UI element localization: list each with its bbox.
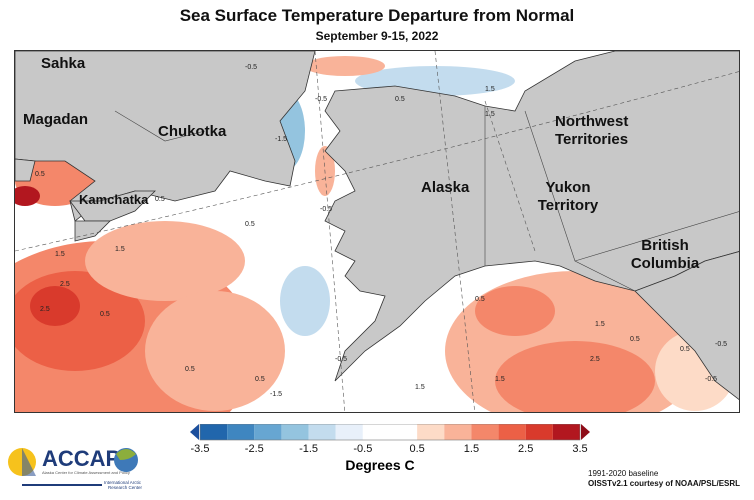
contour-label: 0.5 (630, 336, 640, 343)
chart-title: Sea Surface Temperature Departure from N… (179, 6, 575, 25)
region-label: Sahka (41, 55, 86, 72)
colorbar-bin (444, 424, 472, 440)
colorbar-bin (227, 424, 255, 440)
region-label: Yukon Territory (537, 179, 599, 214)
colorbar-tick-label: 1.5 (463, 443, 480, 455)
colorbar-bin (471, 424, 499, 440)
region-label: Alaska (421, 179, 470, 196)
colorbar-tick-label: 2.5 (518, 443, 534, 455)
chart-subtitle: September 9-15, 2022 (315, 29, 439, 43)
colorbar-bin (335, 424, 363, 440)
colorbar-bin (254, 424, 282, 440)
colorbar-tick-label: -0.5 (353, 443, 373, 455)
contour-label: 0.5 (245, 221, 255, 228)
colorbar-bin (362, 424, 390, 440)
contour-label: -0.5 (335, 356, 347, 363)
colorbar-bin (417, 424, 445, 440)
svg-text:International Arctic: International Arctic (104, 480, 142, 485)
sst-anomaly-map: -0.5 0.5 1.5 -0.5 1.5 0.5 -1.5 0.5 0.5 1.5 2.5 2.5 1… (14, 50, 740, 413)
contour-label: 2.5 (40, 306, 50, 313)
contour-label: 0.5 (100, 311, 110, 318)
contour-label: 1.5 (485, 86, 495, 93)
svg-text:Research Center: Research Center (108, 485, 143, 490)
colorbar-tick-label: 3.5 (572, 443, 588, 455)
contour-label: -1.5 (270, 391, 282, 398)
contour-label: -0.5 (315, 96, 327, 103)
contour-label: 1.5 (115, 246, 125, 253)
contour-label: 1.5 (495, 376, 505, 383)
contour-label: -0.5 (705, 376, 717, 383)
contour-label: -0.5 (245, 64, 257, 71)
colorbar-tick-label: -3.5 (190, 443, 210, 455)
region-label: British Columbia (630, 237, 700, 272)
contour-label: 2.5 (60, 281, 70, 288)
contour-label: -0.5 (715, 341, 727, 348)
contour-label: -0.5 (320, 206, 332, 213)
region-label: Magadan (23, 111, 89, 128)
colorbar-over-arrow (581, 424, 590, 440)
contour-label: 0.5 (680, 346, 690, 353)
contour-label: 0.5 (35, 171, 45, 178)
borders (114, 106, 739, 292)
colorbar-frame (199, 424, 581, 441)
graticule (15, 51, 739, 412)
colorbar-under-arrow (190, 424, 199, 440)
region-label: Kamchatka (79, 192, 149, 207)
colorbar-bin (525, 424, 553, 440)
colorbar-bin (498, 424, 526, 440)
contour-label: -1.5 (275, 136, 287, 143)
credits: 1991-2020 baseline OISSTv2.1 courtesy of… (588, 469, 740, 489)
land (15, 51, 739, 400)
contour-label: 2.5 (590, 356, 600, 363)
baseline-note: 1991-2020 baseline (588, 469, 659, 478)
colorbar (190, 424, 590, 441)
colorbar-bin (552, 424, 580, 440)
colorbar-bin (308, 424, 336, 440)
colorbar-title: Degrees C (345, 457, 415, 473)
colorbar-tick-label: -2.5 (244, 443, 264, 455)
contour-label: 0.5 (185, 366, 195, 373)
data-source-note: OISSTv2.1 courtesy of NOAA/PSL/ESRL (588, 479, 741, 488)
contour-label: 0.5 (395, 96, 405, 103)
svg-text:Alaska Center for Climate Asse: Alaska Center for Climate Assessment and… (42, 470, 130, 475)
accap-iarc-logos: ACCAP Alaska Center for Climate Assessme… (4, 440, 179, 500)
map-canvas: -0.5 0.5 1.5 -0.5 1.5 0.5 -1.5 0.5 0.5 1.5 2.5 2.5 1… (15, 51, 739, 412)
colorbar-bin (200, 424, 228, 440)
colorbar-bin (281, 424, 309, 440)
contour-label: 1.5 (55, 251, 65, 258)
colorbar-tick-label: 0.5 (409, 443, 425, 455)
svg-text:ACCAP: ACCAP (42, 446, 120, 471)
contour-label: 1.5 (485, 111, 495, 118)
region-label: Chukotka (158, 123, 227, 140)
contour-label: 0.5 (475, 296, 485, 303)
contour-label: 0.5 (155, 196, 165, 203)
contour-labels: -0.5 0.5 1.5 -0.5 1.5 0.5 -1.5 0.5 0.5 1.5 2.5 2.5 1… (35, 64, 727, 398)
contour-label: 1.5 (595, 321, 605, 328)
colorbar-tick-label: -1.5 (299, 443, 319, 455)
contour-label: 0.5 (255, 376, 265, 383)
colorbar-bin (390, 424, 418, 440)
contour-label: 1.5 (415, 384, 425, 391)
region-label: Northwest Territories (555, 113, 629, 148)
